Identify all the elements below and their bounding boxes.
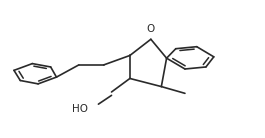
Text: O: O — [147, 24, 155, 34]
Text: HO: HO — [72, 104, 88, 114]
